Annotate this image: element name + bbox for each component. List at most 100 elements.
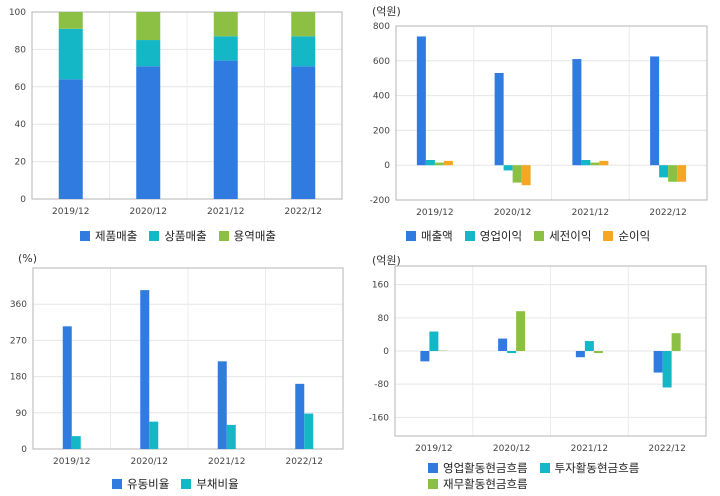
y-tick-label: 40 [15,120,27,130]
x-tick-label: 2020/12 [130,207,167,217]
bar [581,159,591,166]
x-tick-label: 2020/12 [494,208,531,218]
cashflow-plot: -160 -80 0 80 160 2019/12 2020/12 2021/12 2022/1… [369,265,707,454]
cashflow-unit-label: (억원) [372,254,401,267]
legend-label: 매출액 [421,229,453,243]
x-tick-label: 2020/12 [493,444,530,454]
x-tick-label: 2022/12 [286,457,323,467]
legend-swatch [80,231,90,241]
legend-item: 용역매출 [218,228,276,244]
income-unit-label: (억원) [372,5,401,18]
y-tick-label: -200 [370,196,391,206]
cashflow-chart: (억원) -160 -80 0 80 160 2019/12 2020/12 2021/12 2… [360,248,720,496]
y-tick-label: 360 [10,300,27,310]
bar [516,311,526,351]
bar [304,413,314,449]
y-tick-label: 180 [10,373,27,383]
plot-frame [32,267,344,450]
x-tick-label: 2019/12 [416,208,453,218]
legend-label: 투자활동현금흐름 [554,461,640,475]
legend-label: 용역매출 [233,229,276,243]
bar [584,341,594,351]
legend-item: 매출액 [406,228,453,244]
x-tick-label: 2021/12 [572,208,609,218]
income-legend: 매출액 영업이익 세전이익 순이익 [406,228,716,244]
bar [291,36,316,67]
bar [295,383,305,449]
legend-swatch [534,231,545,241]
legend-swatch [112,479,122,489]
legend-swatch [218,231,229,241]
bar [653,351,663,373]
ratio-legend: 유동비율 부채비율 [112,476,352,492]
bar [213,12,238,37]
bar [575,351,585,358]
bar [291,12,316,37]
legend-item: 투자활동현금흐름 [539,460,640,476]
legend-swatch [428,479,438,489]
y-tick-label: 20 [15,158,27,168]
plot-frame [395,25,708,201]
legend-label: 상품매출 [164,229,207,243]
bar [662,351,672,388]
bar [677,165,687,182]
x-tick-label: 2021/12 [208,457,245,467]
sales-composition-plot: 0 20 40 60 80 100 2019/12 2020/12 2021/12 2022/12 [9,8,343,217]
sales-composition-legend: 제품매출 상품매출 용역매출 [80,228,350,244]
x-tick-label: 2019/12 [52,207,89,217]
ratio-plot: 0 90 180 270 360 2019/12 2020/12 2021/12 2022/12 [10,267,344,467]
bar [443,160,453,166]
income-plot: -200 0 200 400 600 800 2019/12 2020/12 2021/12 20… [370,22,708,218]
y-tick-label: -80 [374,380,389,390]
y-tick-label: 800 [373,22,390,32]
legend-item: 상품매출 [149,228,207,244]
bar [136,40,161,67]
legend-item: 영업이익 [464,228,522,244]
legend-swatch [464,231,475,241]
bar [217,361,227,449]
bar [659,165,669,178]
bar [494,72,504,166]
bar [416,36,426,166]
legend-swatch [539,463,550,473]
bar [503,165,513,171]
legend-swatch [181,479,192,489]
bar [521,165,531,186]
y-tick-label: 400 [373,92,390,102]
x-tick-label: 2022/12 [649,208,686,218]
y-tick-label: 0 [384,161,390,171]
legend-item: 순이익 [603,228,650,244]
legend-swatch [603,231,614,241]
plot-frame [31,11,343,200]
bar [291,66,316,199]
x-tick-label: 2022/12 [285,207,322,217]
y-tick-label: 80 [378,314,390,324]
x-tick-label: 2020/12 [131,457,168,467]
x-tick-label: 2019/12 [53,457,90,467]
bar [140,290,150,449]
plot-frame [394,265,707,437]
legend-label: 순이익 [618,229,651,243]
legend-label: 유동비율 [127,477,170,491]
income-chart: (억원) -200 0 200 400 600 800 2019/12 2020/12 2021… [360,0,720,248]
legend-label: 세전이익 [549,229,592,243]
legend-item: 재무활동현금흐름 [428,476,528,492]
bar [507,351,517,354]
bar [58,79,83,199]
bar [58,28,83,80]
bar [512,165,522,183]
bar [226,424,236,449]
sales-composition-chart: 0 20 40 60 80 100 2019/12 2020/12 2021/12 2022/12… [0,0,360,248]
y-tick-label: 0 [383,347,389,357]
y-tick-label: -160 [369,413,390,423]
legend-label: 제품매출 [95,229,138,243]
legend-label: 재무활동현금흐름 [443,477,528,491]
bar [498,338,508,351]
y-tick-label: 200 [373,126,390,136]
y-tick-label: 0 [21,445,27,455]
bar [429,331,439,351]
bar [420,351,430,362]
x-tick-label: 2019/12 [415,444,452,454]
bar [650,56,660,166]
bar [572,59,582,166]
